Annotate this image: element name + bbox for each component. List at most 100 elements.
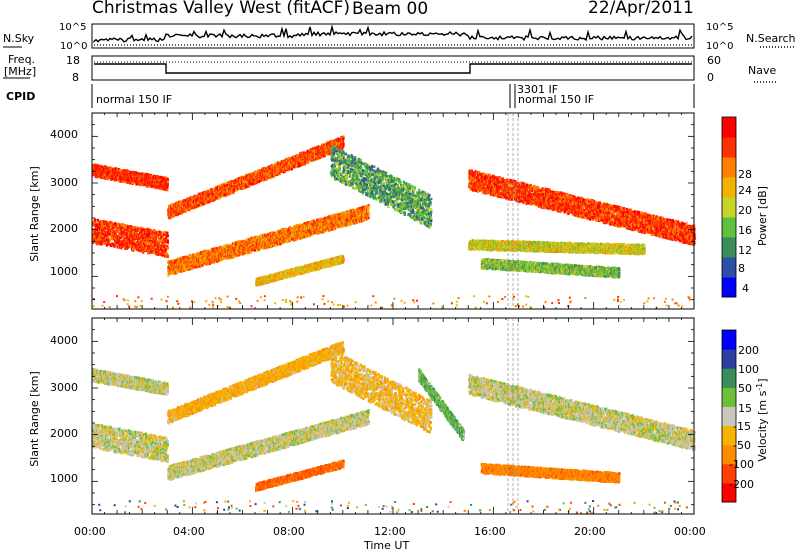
range-cell: [118, 235, 121, 238]
cpid-program-3: normal 150 IF: [518, 93, 594, 106]
range-cell: [150, 241, 153, 244]
range-cell: [119, 228, 122, 231]
range-cell: [192, 199, 195, 203]
range-cell: [130, 246, 133, 250]
range-cell: [150, 249, 153, 253]
range-cell: [97, 231, 101, 235]
range-cell: [162, 245, 165, 248]
range-cell: [124, 169, 127, 173]
range-cell: [122, 223, 125, 226]
range-cell: [165, 247, 168, 251]
range-cell: [126, 227, 129, 230]
range-cell: [166, 180, 169, 183]
range-cell: [118, 244, 122, 247]
range-cell: [138, 237, 141, 241]
range-cell: [136, 241, 139, 244]
range-cell: [152, 237, 155, 241]
range-cell: [146, 238, 149, 242]
range-cell: [98, 228, 101, 232]
range-cell: [153, 251, 156, 255]
range-cell: [148, 177, 151, 181]
range-cell: [163, 233, 166, 237]
range-cell: [141, 243, 144, 246]
range-cell: [116, 246, 119, 249]
range-cell: [115, 244, 118, 247]
range-cell: [108, 233, 111, 236]
range-cell: [154, 235, 157, 239]
range-cell: [107, 236, 110, 239]
range-cell: [142, 249, 145, 252]
range-cell: [151, 174, 154, 178]
freq-tick-low: 8: [72, 71, 79, 84]
range-cell: [166, 239, 169, 243]
range-cell: [119, 236, 122, 240]
range-cell: [142, 231, 145, 234]
range-cell: [131, 228, 134, 231]
range-cell: [164, 255, 167, 258]
range-cell: [134, 247, 137, 251]
nave-label: Nave: [748, 64, 776, 77]
range-cell: [166, 188, 169, 192]
range-cell: [184, 209, 187, 213]
range-cell: [139, 239, 142, 243]
range-cell: [99, 235, 102, 239]
range-cell: [102, 236, 105, 240]
range-cell: [160, 231, 163, 234]
range-cell: [201, 264, 204, 267]
range-cell: [133, 180, 136, 184]
range-cell: [161, 236, 164, 240]
range-cell: [161, 251, 164, 254]
range-cell: [166, 241, 169, 244]
range-cell: [132, 236, 135, 239]
range-cell: [94, 221, 97, 224]
range-cell: [158, 249, 161, 252]
range-cell: [148, 234, 151, 238]
range-cell: [117, 230, 120, 233]
range-cell: [179, 212, 182, 215]
range-cell: [123, 239, 126, 242]
range-cell: [161, 249, 164, 253]
range-cell: [136, 229, 139, 233]
range-cell: [98, 242, 101, 246]
range-cell: [166, 245, 169, 248]
range-cell: [141, 246, 144, 249]
range-cell: [113, 234, 116, 238]
range-cell: [120, 246, 123, 250]
range-cell: [92, 241, 95, 245]
range-cell: [156, 253, 159, 257]
range-cell: [166, 187, 169, 190]
range-cell: [162, 231, 165, 234]
noise-panel: N.Sky 10^5 10^0 10^5 10^0 N.Search: [3, 22, 796, 52]
range-cell: [174, 213, 177, 216]
range-cell: [101, 234, 104, 237]
range-cell: [92, 232, 95, 236]
range-cell: [97, 218, 100, 222]
range-cell: [166, 252, 169, 256]
nave-tick-high: 60: [707, 54, 721, 67]
nsky-trace: [93, 24, 693, 43]
beam-label: Beam 00: [352, 0, 428, 19]
range-cell: [131, 235, 134, 239]
range-cell: [278, 172, 281, 175]
range-cell: [143, 172, 146, 176]
range-cell: [157, 237, 160, 240]
range-cell: [119, 176, 122, 180]
range-cell: [166, 247, 169, 250]
date-label: 22/Apr/2011: [588, 0, 694, 18]
range-cell: [105, 238, 108, 242]
range-cell: [103, 170, 106, 174]
range-cell: [127, 234, 130, 237]
range-cell: [342, 143, 345, 146]
range-cell: [118, 169, 121, 172]
range-cell: [152, 243, 155, 246]
range-cell: [153, 229, 156, 233]
range-cell: [164, 183, 167, 186]
range-cell: [148, 228, 151, 232]
range-cell: [140, 177, 143, 181]
range-cell: [122, 228, 125, 232]
range-cell: [98, 165, 101, 168]
range-cell: [255, 181, 258, 185]
range-cell: [108, 238, 112, 241]
range-cell: [127, 170, 130, 173]
power-panel: Slant Range [km] 4000 3000 2000 1000 28 …: [28, 112, 769, 310]
